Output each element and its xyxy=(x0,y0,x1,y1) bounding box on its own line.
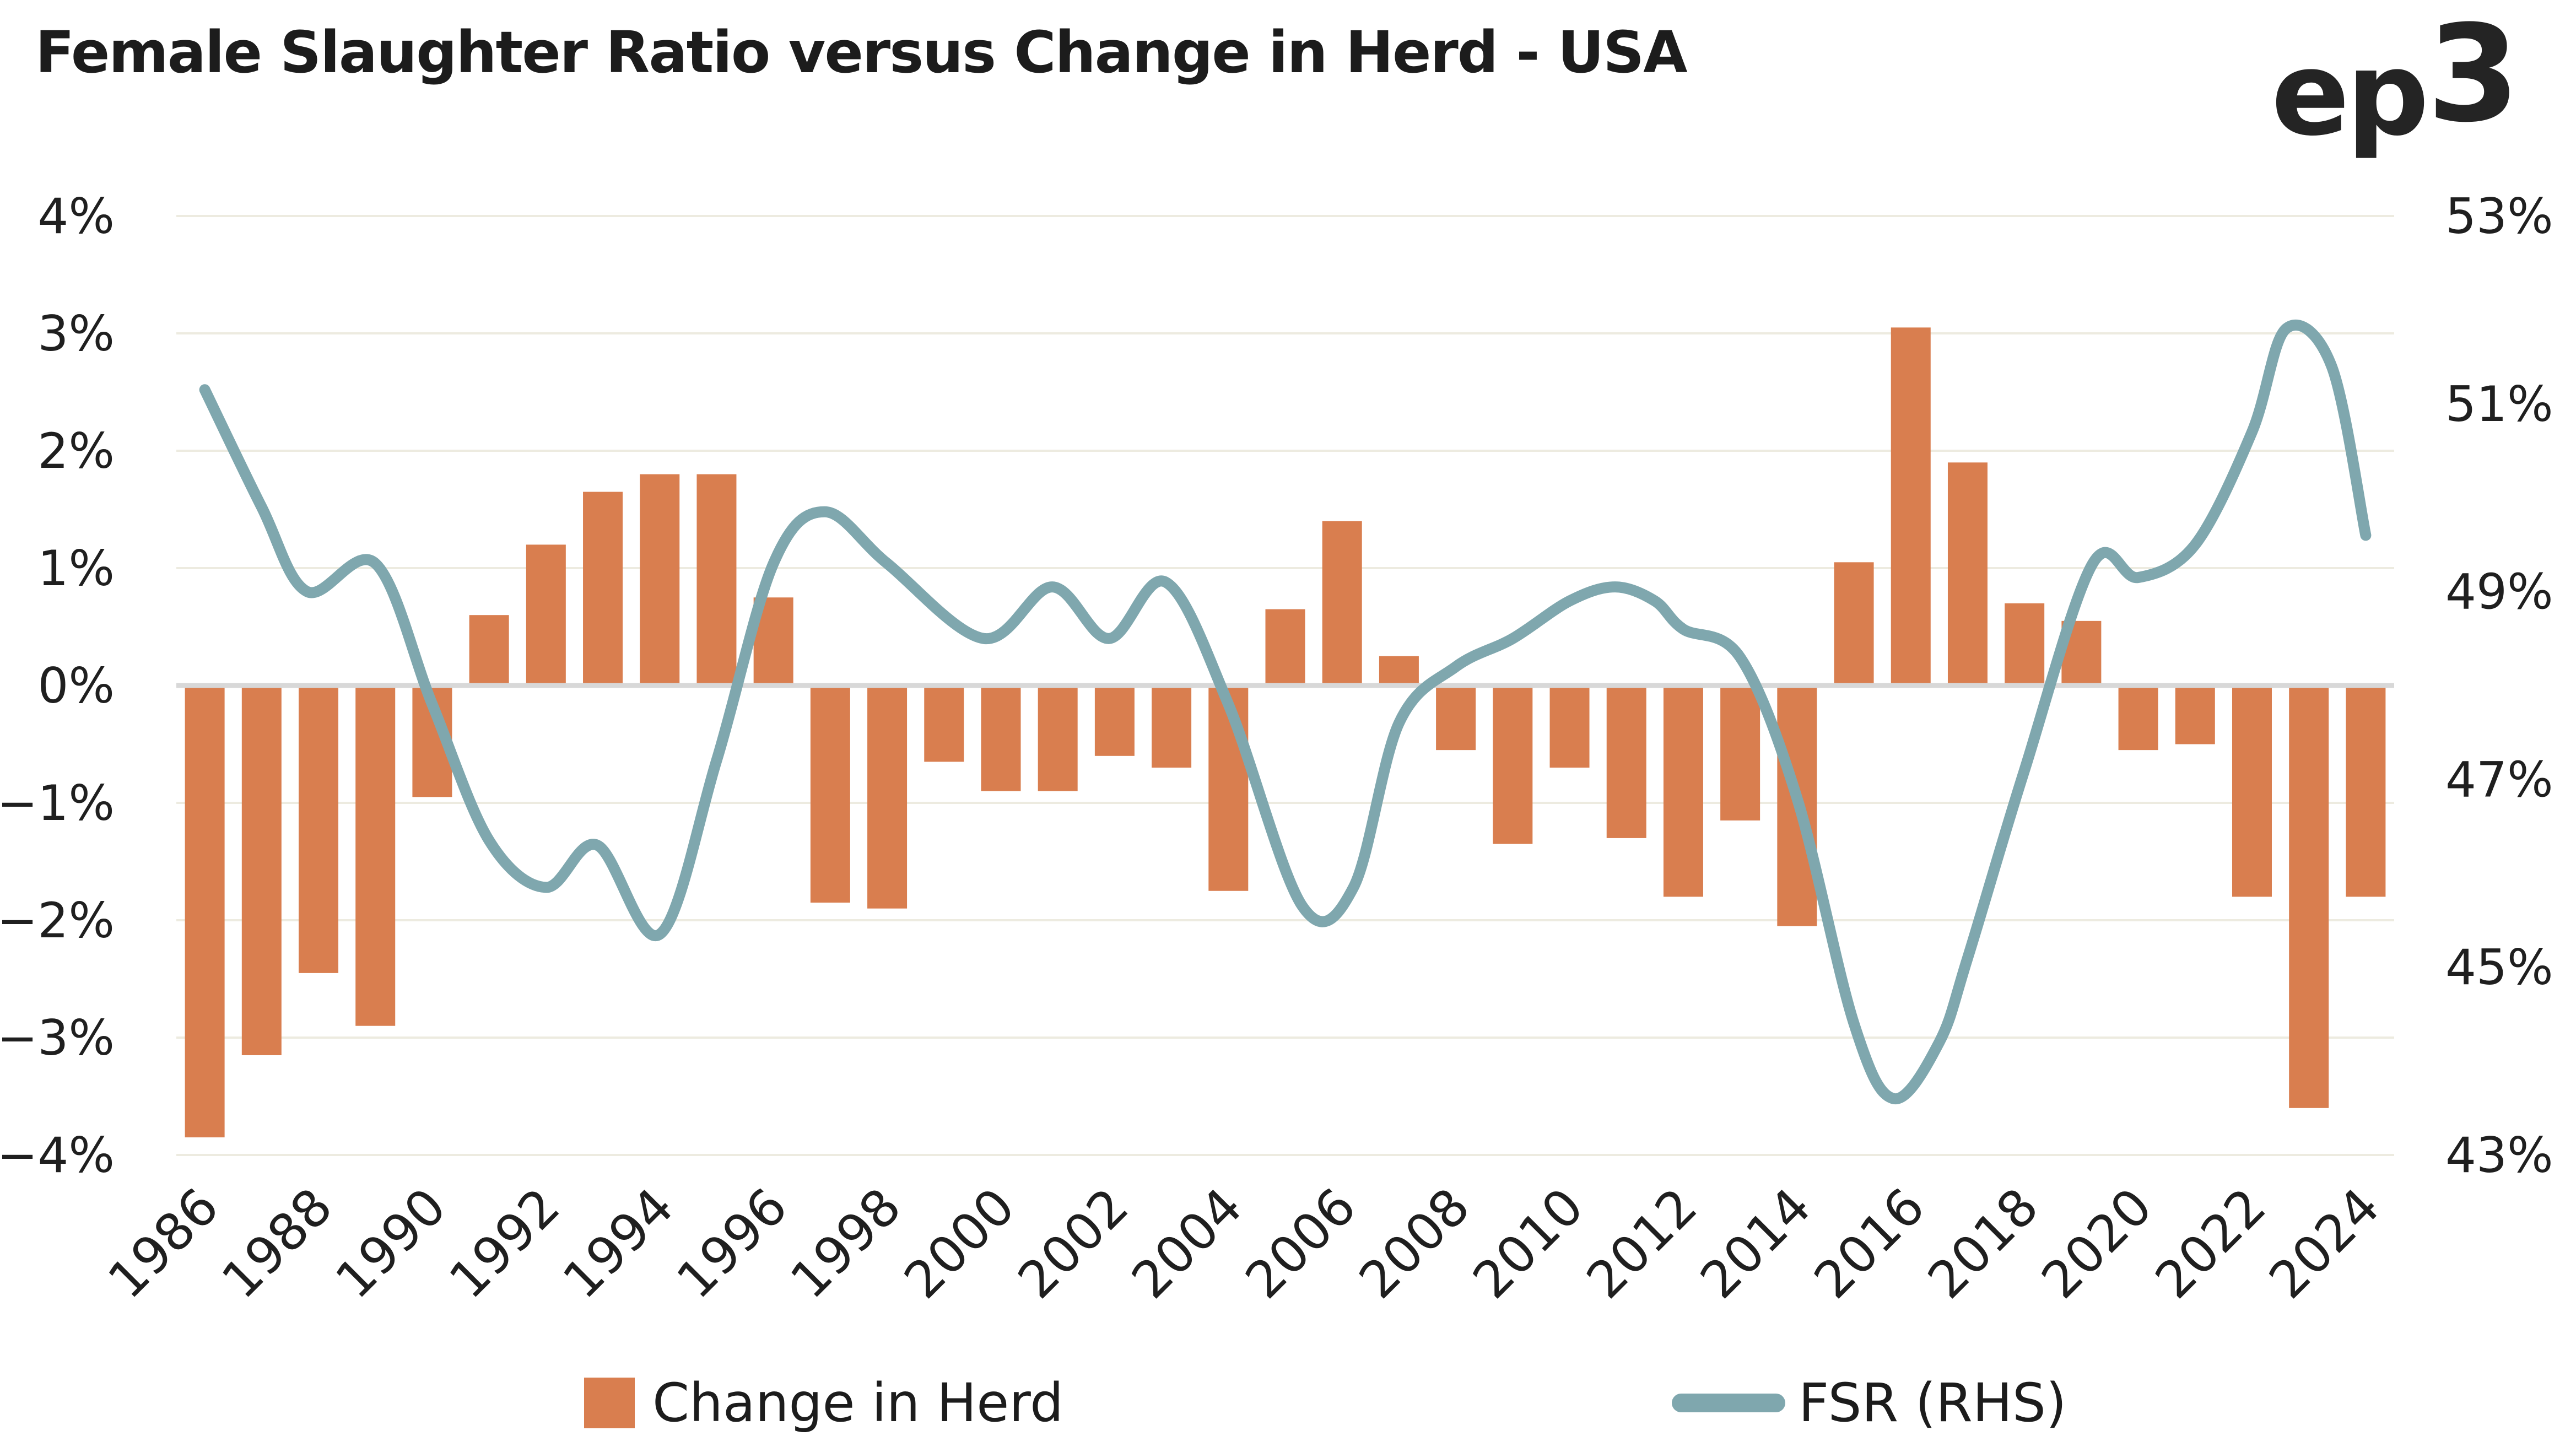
y-axis-label-left: 1% xyxy=(37,540,115,597)
x-axis-label: 2008 xyxy=(1348,1177,1481,1310)
y-axis-label-left: 0% xyxy=(37,657,115,714)
bar-1991 xyxy=(469,615,509,685)
y-axis-label-right: 43% xyxy=(2445,1127,2553,1184)
bar-2009 xyxy=(1493,685,1533,844)
bar-2000 xyxy=(981,685,1021,791)
x-axis-label: 2002 xyxy=(1007,1177,1140,1310)
bar-2002 xyxy=(1094,685,1135,756)
x-axis-label: 2016 xyxy=(1803,1177,1936,1310)
bar-2012 xyxy=(1663,685,1703,897)
x-axis-label: 1994 xyxy=(552,1177,685,1310)
x-axis-label: 2024 xyxy=(2258,1177,2391,1310)
x-axis-label: 2014 xyxy=(1689,1177,1822,1310)
x-axis-label: 2020 xyxy=(2030,1177,2163,1310)
x-axis-label: 1986 xyxy=(97,1177,230,1310)
bar-2010 xyxy=(1549,685,1590,768)
x-axis-label: 2018 xyxy=(1917,1177,2050,1310)
x-axis-label: 2000 xyxy=(893,1177,1026,1310)
x-axis-label: 2010 xyxy=(1462,1177,1595,1310)
bar-2004 xyxy=(1208,685,1249,891)
bar-1993 xyxy=(583,492,623,685)
bar-2021 xyxy=(2175,685,2215,744)
y-axis-label-left: 4% xyxy=(37,188,115,245)
fsr-line xyxy=(199,319,2372,1104)
bar-1998 xyxy=(867,685,908,909)
y-axis-label-left: −2% xyxy=(0,892,115,949)
y-axis-label-left: 2% xyxy=(37,423,115,479)
bar-2005 xyxy=(1265,609,1305,685)
bar-2022 xyxy=(2232,685,2272,897)
logo-superscript: 3 xyxy=(2427,0,2520,152)
bar-2024 xyxy=(2346,685,2386,897)
x-axis-label: 1988 xyxy=(210,1177,343,1310)
bar-2007 xyxy=(1379,656,1419,685)
bar-2018 xyxy=(2005,603,2045,685)
y-axis-label-right: 53% xyxy=(2445,188,2553,245)
bar-1992 xyxy=(526,544,566,685)
x-axis-label: 1990 xyxy=(325,1177,457,1310)
x-axis-label: 1996 xyxy=(666,1177,798,1310)
ep3-logo: ep 3 xyxy=(2271,0,2520,161)
bar-2013 xyxy=(1720,685,1760,820)
x-axis-label: 2004 xyxy=(1121,1177,1254,1310)
bar-2023 xyxy=(2289,685,2329,1108)
page-title: Female Slaughter Ratio versus Change in … xyxy=(35,19,1688,86)
bar-2020 xyxy=(2118,685,2158,751)
x-axis-label: 1998 xyxy=(779,1177,912,1310)
bar-2015 xyxy=(1834,562,1874,685)
bar-2003 xyxy=(1152,685,1192,768)
bar-2006 xyxy=(1322,521,1362,685)
bar-1995 xyxy=(696,474,737,685)
y-axis-label-left: 3% xyxy=(37,305,115,362)
bar-2016 xyxy=(1891,327,1931,685)
logo-text: ep xyxy=(2271,26,2429,161)
y-axis-label-right: 47% xyxy=(2445,751,2553,808)
y-axis-label-left: −1% xyxy=(0,775,115,832)
bar-1986 xyxy=(185,685,225,1138)
bar-1994 xyxy=(640,474,680,685)
x-axis-label: 2012 xyxy=(1575,1177,1708,1310)
y-axis-label-right: 51% xyxy=(2445,376,2553,433)
bar-2001 xyxy=(1038,685,1078,791)
x-axis-label: 1992 xyxy=(438,1177,571,1310)
bar-2017 xyxy=(1947,462,1988,685)
y-axis-label-left: −4% xyxy=(0,1127,115,1184)
x-axis-label: 2006 xyxy=(1234,1177,1367,1310)
y-axis-label-right: 49% xyxy=(2445,564,2553,620)
bar-1989 xyxy=(355,685,396,1026)
y-axis-label-right: 45% xyxy=(2445,939,2553,996)
bar-2011 xyxy=(1606,685,1646,838)
bar-1999 xyxy=(924,685,964,762)
bar-1987 xyxy=(241,685,282,1055)
bar-2008 xyxy=(1436,685,1476,751)
bar-1988 xyxy=(299,685,339,973)
bar-1997 xyxy=(810,685,850,903)
y-axis-label-left: −3% xyxy=(0,1009,115,1066)
x-axis-label: 2022 xyxy=(2144,1177,2277,1310)
